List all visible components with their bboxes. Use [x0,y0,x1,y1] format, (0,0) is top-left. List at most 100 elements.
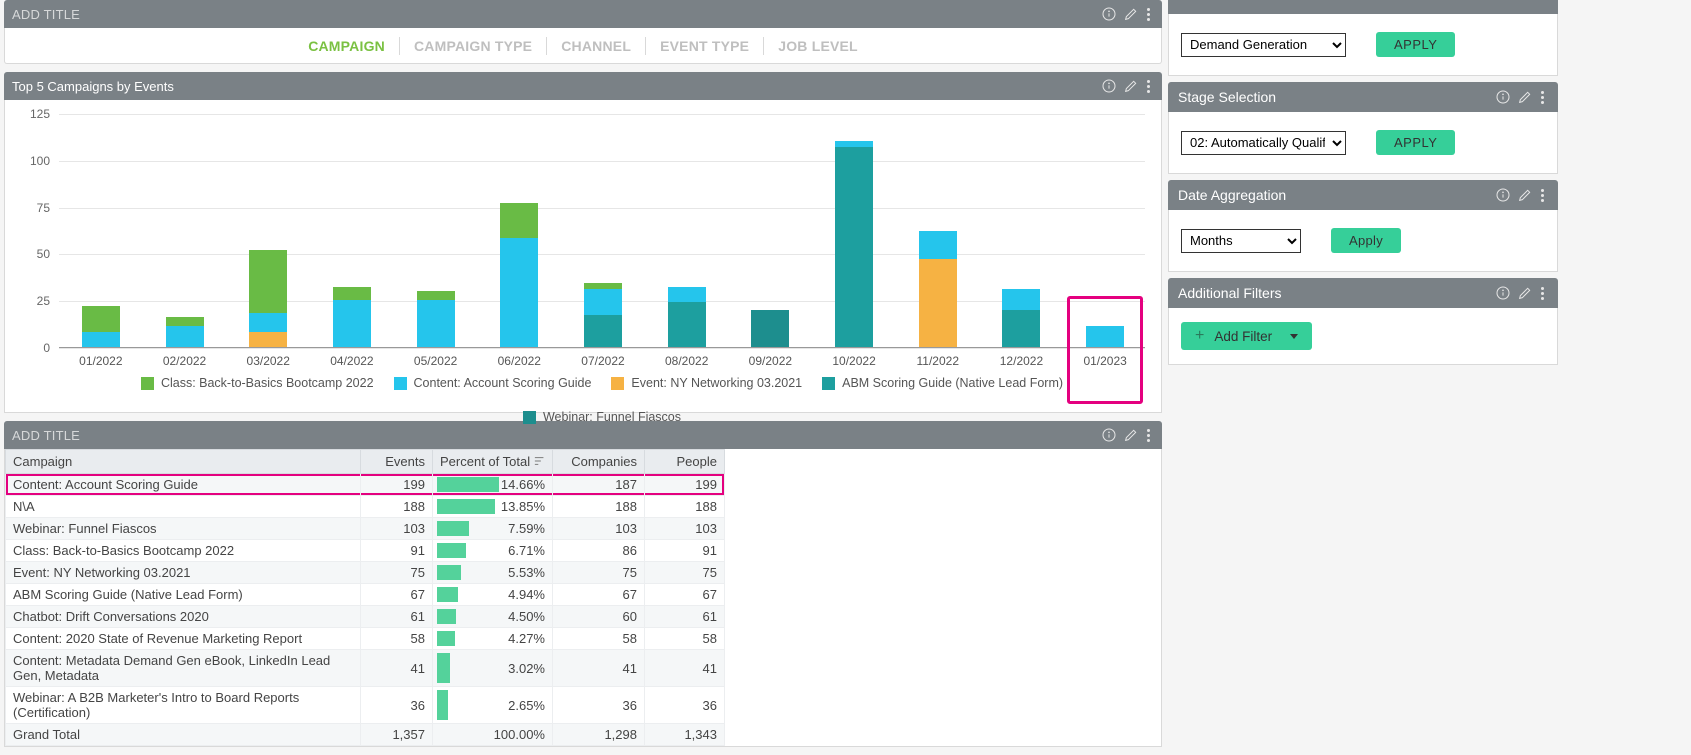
info-icon[interactable] [1098,424,1120,446]
legend-item[interactable]: Content: Account Scoring Guide [394,376,592,390]
x-label: 01/2023 [1083,354,1126,368]
table-row[interactable]: Content: 2020 State of Revenue Marketing… [6,628,725,650]
sort-desc-icon [533,455,547,467]
x-label: 02/2022 [163,354,206,368]
title-placeholder[interactable]: ADD TITLE [12,428,80,443]
col-header[interactable]: Events [361,450,433,474]
col-header[interactable]: Companies [553,450,645,474]
legend-item[interactable]: ABM Scoring Guide (Native Lead Form) [822,376,1063,390]
apply-button[interactable]: APPLY [1376,32,1455,57]
bar-segment[interactable] [584,289,622,315]
x-label: 08/2022 [665,354,708,368]
info-icon[interactable] [1098,75,1120,97]
x-label: 12/2022 [1000,354,1043,368]
edit-icon[interactable] [1120,424,1142,446]
info-icon[interactable] [1098,3,1120,25]
legend-item[interactable]: Webinar: Funnel Fiascos [523,410,681,424]
tab-campaign[interactable]: CAMPAIGN [294,38,399,54]
more-icon[interactable] [1142,80,1154,93]
info-icon[interactable] [1492,184,1514,206]
x-label: 01/2022 [79,354,122,368]
tab-event-type[interactable]: EVENT TYPE [646,38,763,54]
bar-segment[interactable] [82,332,120,347]
legend-item[interactable]: Class: Back-to-Basics Bootcamp 2022 [141,376,374,390]
bar-segment[interactable] [584,283,622,289]
tab-channel[interactable]: CHANNEL [547,38,645,54]
add-filter-button[interactable]: + Add Filter [1181,322,1312,350]
bar-segment[interactable] [500,238,538,347]
y-tick: 25 [37,294,50,308]
y-tick: 125 [30,107,50,121]
table-body: CampaignEventsPercent of TotalCompaniesP… [4,449,1162,747]
table-row[interactable]: Content: Account Scoring Guide19914.66%1… [6,474,725,496]
table-row[interactable]: Content: Metadata Demand Gen eBook, Link… [6,650,725,687]
bar-segment[interactable] [500,203,538,239]
bar-segment[interactable] [835,141,873,147]
more-icon[interactable] [1142,429,1154,442]
add-filter-label: Add Filter [1214,329,1272,344]
bar-segment[interactable] [417,291,455,300]
bar-segment[interactable] [333,300,371,347]
bar-segment[interactable] [333,287,371,300]
more-icon[interactable] [1142,8,1154,21]
top-title-widget: ADD TITLE CAMPAIGNCAMPAIGN TYPECHANNELEV… [4,0,1162,64]
bar-segment[interactable] [919,231,957,259]
bar-segment[interactable] [584,315,622,347]
bar-segment[interactable] [835,147,873,347]
info-icon[interactable] [1492,282,1514,304]
table-row[interactable]: N\A18813.85%188188 [6,496,725,518]
table-row[interactable]: Webinar: Funnel Fiascos1037.59%103103 [6,518,725,540]
info-icon[interactable] [1492,86,1514,108]
bar-segment[interactable] [82,306,120,332]
x-label: 11/2022 [917,354,960,368]
chart-canvas: 0255075100125 01/202202/202203/202204/20… [11,106,1155,406]
col-header[interactable]: Campaign [6,450,361,474]
chart-title: Top 5 Campaigns by Events [12,79,174,94]
edit-icon[interactable] [1514,282,1536,304]
widget-header: ADD TITLE [4,421,1162,449]
bar-segment[interactable] [1086,326,1124,347]
more-icon[interactable] [1536,287,1548,300]
bar-segment[interactable] [668,302,706,347]
table-row[interactable]: Webinar: A B2B Marketer's Intro to Board… [6,687,725,724]
bar-segment[interactable] [166,326,204,347]
more-icon[interactable] [1536,91,1548,104]
legend-item[interactable]: Event: NY Networking 03.2021 [611,376,802,390]
table-row[interactable]: ABM Scoring Guide (Native Lead Form)674.… [6,584,725,606]
apply-button[interactable]: Apply [1331,228,1401,253]
title-placeholder[interactable]: ADD TITLE [12,7,80,22]
edit-icon[interactable] [1514,86,1536,108]
apply-button[interactable]: APPLY [1376,130,1455,155]
table-row[interactable]: Class: Back-to-Basics Bootcamp 2022916.7… [6,540,725,562]
demand-select[interactable]: Demand Generation [1181,33,1346,57]
legend-swatch [394,377,407,390]
col-header[interactable]: Percent of Total [433,450,553,474]
x-label: 09/2022 [749,354,792,368]
bar-segment[interactable] [249,313,287,332]
chart-legend: Class: Back-to-Basics Bootcamp 2022 Conte… [59,376,1145,424]
bar-segment[interactable] [417,300,455,347]
bar-segment[interactable] [166,317,204,326]
date-agg-select[interactable]: Months [1181,229,1301,253]
more-icon[interactable] [1536,189,1548,202]
stage-select[interactable]: 02: Automatically Qualified [1181,131,1346,155]
panel-title: Stage Selection [1178,89,1276,105]
bar-segment[interactable] [751,310,789,347]
edit-icon[interactable] [1514,184,1536,206]
bar-segment[interactable] [249,332,287,347]
table-row[interactable]: Event: NY Networking 03.2021755.53%7575 [6,562,725,584]
edit-icon[interactable] [1120,3,1142,25]
edit-icon[interactable] [1120,75,1142,97]
bar-segment[interactable] [1002,289,1040,310]
bar-segment[interactable] [919,259,957,347]
table-total-row: Grand Total1,357100.00%1,2981,343 [6,724,725,746]
bar-segment[interactable] [1002,310,1040,347]
bar-segment[interactable] [668,287,706,302]
table-row[interactable]: Chatbot: Drift Conversations 2020614.50%… [6,606,725,628]
table-widget: ADD TITLE CampaignEventsPercent of Total… [4,421,1162,747]
tab-job-level[interactable]: JOB LEVEL [764,38,872,54]
bar-segment[interactable] [249,250,287,314]
tab-campaign-type[interactable]: CAMPAIGN TYPE [400,38,546,54]
col-header[interactable]: People [645,450,725,474]
legend-label: Content: Account Scoring Guide [414,376,592,390]
